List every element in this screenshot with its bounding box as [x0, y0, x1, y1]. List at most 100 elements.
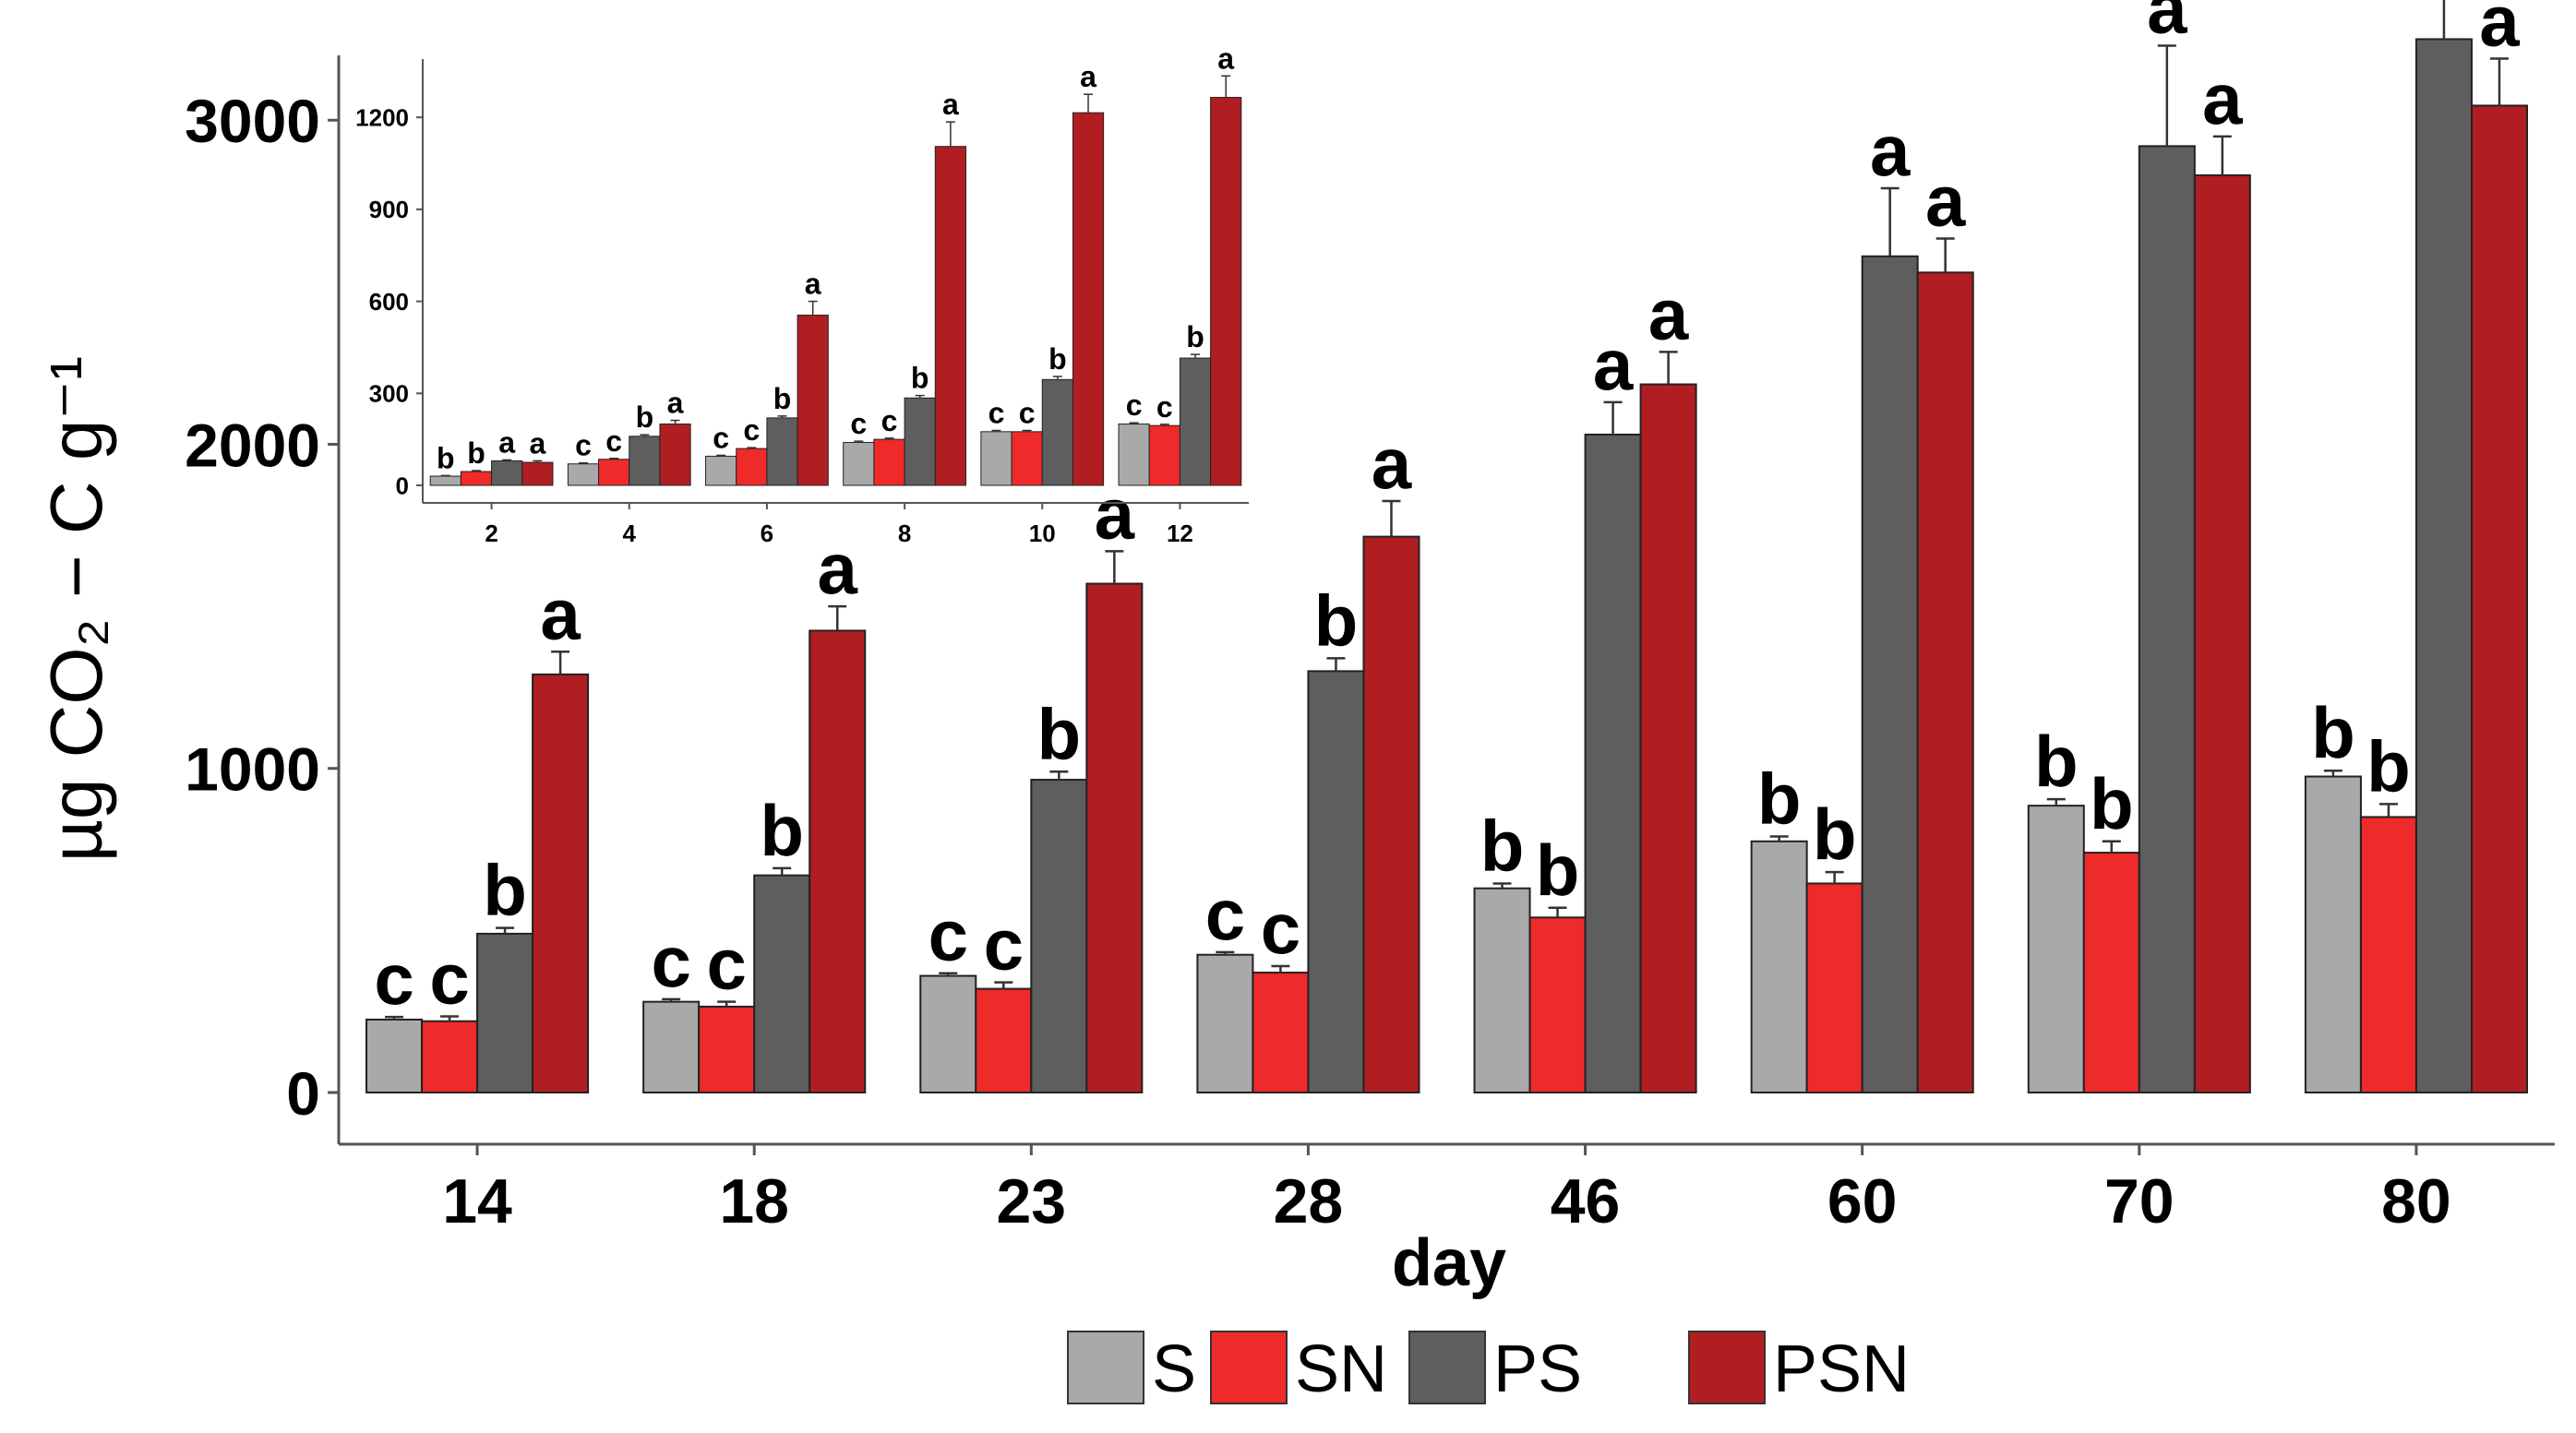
inset-bar-S-6 — [705, 455, 737, 486]
main-significance-label: a — [2147, 0, 2187, 48]
main-x-tick-label: 28 — [1274, 1166, 1344, 1236]
main-significance-label: b — [2311, 692, 2355, 773]
main-y-tick-label: 3000 — [185, 87, 320, 155]
main-significance-label: a — [1372, 423, 1412, 504]
main-significance-label: a — [2479, 0, 2520, 62]
inset-significance-label: c — [743, 413, 760, 447]
main-x-tick-label: 60 — [1827, 1166, 1898, 1236]
main-bar-S-23 — [919, 974, 977, 1094]
inset-significance-label: c — [1019, 397, 1036, 430]
inset-error-bars — [440, 75, 1231, 477]
main-bar-PS-80 — [2414, 38, 2473, 1093]
inset-x-tick-label: 12 — [1167, 519, 1193, 547]
inset-significance-label: c — [713, 421, 729, 454]
inset-bar-SN-10 — [1011, 431, 1043, 486]
inset-y-tick-label: 0 — [396, 472, 409, 499]
main-x-tick-label: 14 — [442, 1166, 512, 1236]
main-bar-PS-18 — [753, 874, 811, 1093]
inset-bar-PSN-4 — [659, 424, 691, 486]
inset-bar-PS-2 — [491, 460, 523, 486]
main-bar-SN-23 — [975, 987, 1033, 1093]
main-significance-label: c — [984, 904, 1024, 985]
main-significance-label: b — [1480, 805, 1525, 886]
legend-label-S: S — [1152, 1332, 1196, 1406]
main-bar-S-14 — [365, 1018, 424, 1093]
inset-significance-label: b — [1186, 320, 1204, 353]
main-bar-PSN-18 — [809, 629, 867, 1093]
inset-bar-PSN-10 — [1072, 112, 1105, 486]
inset-bar-PS-8 — [904, 397, 936, 486]
legend-label-PS: PS — [1493, 1332, 1582, 1406]
main-chart: ccbaccbaccbaccbabbaabbaabbaabbaa 0100020… — [35, 0, 2555, 1300]
inset-y-tick-label: 600 — [369, 288, 409, 316]
inset-bar-PSN-8 — [934, 146, 966, 486]
legend-label-SN: SN — [1295, 1332, 1387, 1406]
inset-x-tick-label: 8 — [898, 519, 911, 547]
main-significance-label: b — [1314, 579, 1359, 661]
legend-swatch-PSN — [1688, 1331, 1766, 1404]
main-bar-S-80 — [2304, 775, 2362, 1093]
main-bar-PSN-23 — [1085, 582, 1144, 1093]
main-significance-label: b — [1813, 794, 1857, 875]
inset-bar-PS-10 — [1041, 378, 1073, 486]
x-axis-title: day — [1392, 1226, 1506, 1300]
main-significance-label: c — [929, 895, 968, 976]
main-significance-label: b — [1757, 758, 1802, 840]
legend-swatch-SN — [1210, 1331, 1288, 1404]
main-significance-label: a — [1593, 324, 1634, 405]
legend-swatch-S — [1067, 1331, 1144, 1404]
main-significance-label: c — [374, 938, 413, 1020]
main-bar-S-70 — [2027, 805, 2085, 1093]
main-bar-PS-23 — [1030, 779, 1088, 1093]
main-x-tick-label: 23 — [996, 1166, 1066, 1236]
main-significance-label: a — [2202, 58, 2243, 139]
main-bar-PS-60 — [1861, 255, 1919, 1093]
inset-bar-SN-2 — [460, 471, 493, 486]
main-bar-SN-28 — [1252, 972, 1310, 1093]
inset-significance-label: b — [467, 436, 485, 470]
inset-bar-PS-4 — [629, 436, 661, 486]
main-significance-label: c — [1205, 874, 1245, 955]
main-bar-PSN-46 — [1639, 383, 1697, 1093]
main-bar-S-46 — [1473, 887, 1531, 1094]
main-significance-label: c — [651, 921, 690, 1002]
main-significance-label: b — [483, 850, 527, 931]
inset-significance-label: c — [605, 424, 622, 458]
legend: S SN PS PSN — [1067, 1331, 1910, 1406]
inset-significance-label: a — [1080, 60, 1096, 93]
inset-y-tick-label: 1200 — [355, 104, 409, 132]
main-significance-label: b — [1536, 830, 1580, 911]
inset-significance-label: b — [911, 362, 929, 395]
inset-bar-S-2 — [429, 475, 461, 486]
inset-significance-label: a — [498, 425, 515, 459]
inset-significance-label: b — [437, 441, 455, 474]
main-y-tick-label: 2000 — [185, 411, 320, 479]
inset-significance-label: a — [667, 387, 684, 420]
inset-bar-SN-6 — [736, 448, 768, 486]
inset-bar-PSN-2 — [521, 461, 554, 486]
inset-x-tick-label: 4 — [623, 519, 637, 547]
main-bar-S-18 — [642, 1000, 701, 1094]
inset-significance-label: c — [850, 407, 867, 440]
inset-x-tick-label: 10 — [1029, 519, 1056, 547]
main-bar-SN-60 — [1805, 882, 1863, 1093]
main-bar-PS-28 — [1307, 670, 1365, 1093]
main-y-tick-label: 0 — [286, 1059, 320, 1128]
legend-swatch-PS — [1408, 1331, 1486, 1404]
inset-bar-PS-6 — [766, 417, 798, 486]
inset-bar-PS-12 — [1179, 357, 1212, 486]
inset-bar-S-8 — [843, 441, 875, 486]
main-bar-SN-18 — [698, 1005, 756, 1093]
inset-bar-PSN-12 — [1210, 97, 1242, 486]
inset-y-tick-label: 300 — [369, 380, 409, 408]
inset-significance-label: a — [805, 268, 821, 301]
inset-bar-SN-12 — [1148, 424, 1180, 486]
inset-significance-label: a — [529, 426, 545, 460]
inset-bar-S-10 — [980, 431, 1012, 486]
main-significance-label: b — [1036, 693, 1081, 774]
inset-significance-label: c — [988, 397, 1005, 430]
main-x-tick-label: 46 — [1551, 1166, 1621, 1236]
